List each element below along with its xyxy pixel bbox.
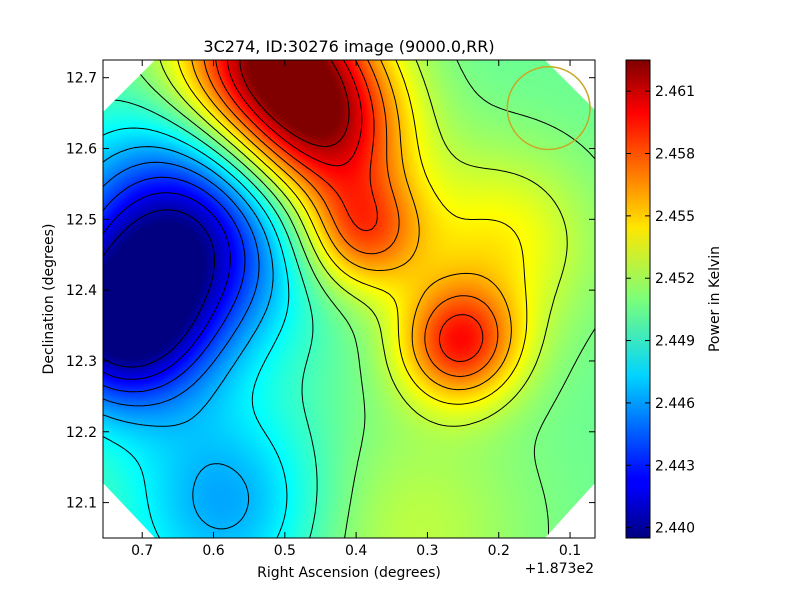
x-tick-label: 0.4 — [345, 543, 367, 559]
colorbar-tick-label: 2.446 — [655, 396, 695, 412]
y-tick-label: 12.7 — [66, 71, 97, 87]
x-tick-label: 0.1 — [559, 543, 581, 559]
contour-line — [103, 209, 215, 368]
x-tick-label: 0.7 — [131, 543, 153, 559]
contour-line — [226, 60, 363, 167]
y-tick-label: 12.1 — [66, 496, 97, 512]
y-tick-label: 12.3 — [66, 354, 97, 370]
x-tick-label: 0.6 — [202, 543, 224, 559]
contour-line — [103, 161, 260, 407]
contour-line — [103, 146, 274, 530]
contour-line — [103, 127, 290, 538]
x-tick-label: 0.2 — [488, 543, 510, 559]
y-tick-label: 12.4 — [66, 283, 97, 299]
chart-title: 3C274, ID:30276 image (9000.0,RR) — [203, 37, 494, 56]
colorbar-tick-label: 2.455 — [655, 209, 695, 225]
y-axis-ticks: 12.1 12.2 12.3 12.4 12.5 12.6 12.7 — [66, 71, 595, 512]
plot-frame — [102, 59, 596, 539]
colorbar-tick-label: 2.458 — [655, 147, 695, 163]
contour-lines — [103, 60, 595, 538]
colorbar-tick-label: 2.452 — [655, 271, 695, 287]
heatmap-image — [103, 60, 595, 538]
contour-line — [215, 60, 484, 362]
y-tick-label: 12.6 — [66, 142, 97, 158]
colorbar — [625, 59, 651, 539]
contour-line — [191, 60, 512, 391]
x-axis-label: Right Ascension (degrees) — [257, 565, 441, 581]
contour-line — [203, 60, 499, 377]
colorbar-tick-label: 2.440 — [655, 521, 695, 537]
colorbar-tick-label: 2.443 — [655, 458, 695, 474]
y-tick-label: 12.5 — [66, 212, 97, 228]
beam-circle — [506, 66, 591, 151]
x-axis-ticks: 0.7 0.6 0.5 0.4 0.3 0.2 0.1 — [131, 60, 581, 559]
colorbar-tick-label: 2.461 — [655, 84, 695, 100]
contour-line — [159, 60, 568, 427]
y-axis-label: Declination (degrees) — [41, 224, 57, 375]
y-tick-label: 12.2 — [66, 425, 97, 441]
x-tick-label: 0.5 — [274, 543, 296, 559]
contour-line — [239, 60, 350, 147]
colorbar-tick-label: 2.449 — [655, 334, 695, 350]
map-area — [103, 60, 595, 538]
x-tick-label: 0.3 — [416, 543, 438, 559]
x-offset-label: +1.873e2 — [525, 561, 594, 577]
contour-line — [103, 176, 246, 393]
colorbar-label: Power in Kelvin — [707, 246, 723, 352]
colorbar-ticks: 2.440 2.443 2.446 2.449 2.452 2.455 2.458 2.461 — [626, 84, 695, 537]
contour-line — [177, 60, 528, 405]
contour-line — [103, 192, 231, 380]
